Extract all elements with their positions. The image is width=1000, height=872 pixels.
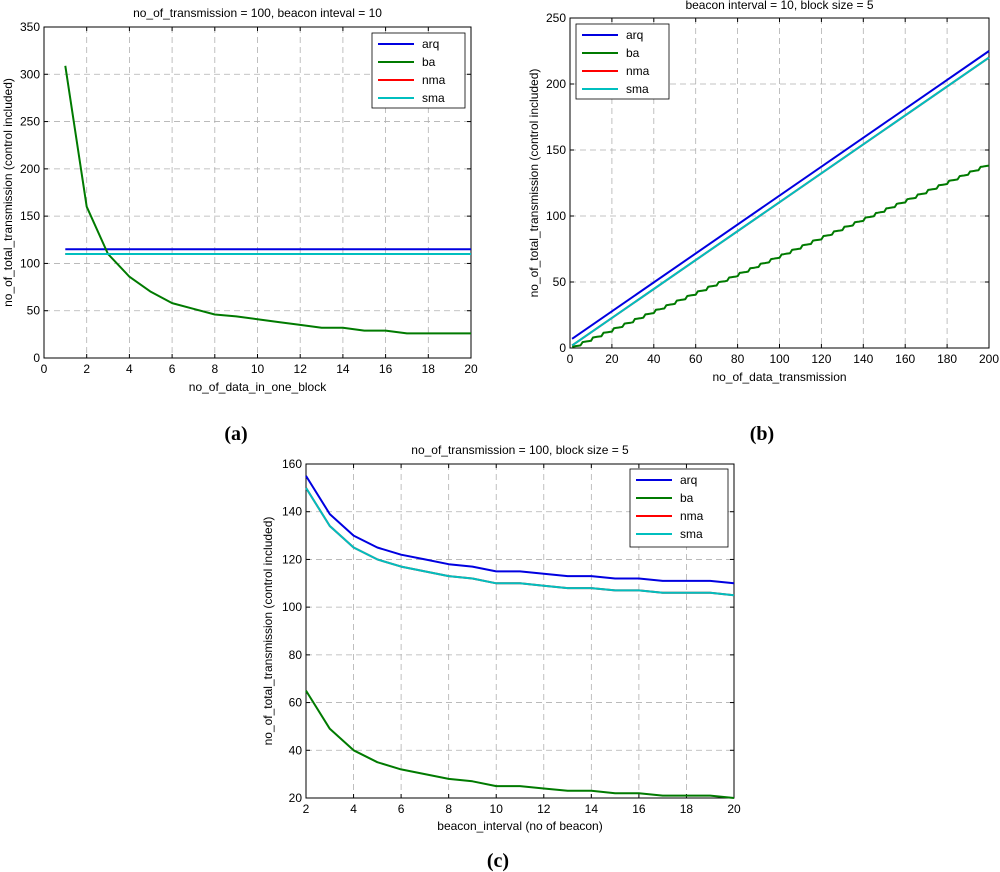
y-axis-label: no_of_total_transmission (control includ… <box>261 517 275 746</box>
y-axis-label: no_of_total_transmission (control includ… <box>1 78 15 307</box>
x-tick-label: 120 <box>811 352 831 366</box>
y-tick-label: 300 <box>20 67 40 81</box>
y-tick-label: 140 <box>282 505 302 519</box>
chart-0: 0 2 4 6 8 10 12 14 16 18 20050100150200250300350no… <box>1 6 478 394</box>
x-tick-label: 20 <box>727 802 741 816</box>
y-tick-label: 120 <box>282 552 302 566</box>
y-tick-label: 250 <box>546 11 566 25</box>
legend-label-arq: arq <box>626 28 643 42</box>
chart-2: 2 4 6 8 10 12 14 16 18 20 20 40 60 80 100 120 140 160 no_o… <box>261 443 741 833</box>
series-line-arq <box>305 475 735 585</box>
y-tick-label: 40 <box>289 743 303 757</box>
legend-label-nma: nma <box>680 509 704 523</box>
x-tick-label: 60 <box>689 352 703 366</box>
y-tick-label: 60 <box>289 696 303 710</box>
x-tick-label: 2 <box>83 362 90 376</box>
x-tick-label: 20 <box>464 362 478 376</box>
y-tick-label: 50 <box>27 304 41 318</box>
legend-label-ba: ba <box>626 46 640 60</box>
x-tick-label: 16 <box>379 362 393 376</box>
x-tick-label: 180 <box>937 352 957 366</box>
chart-title: no_of_transmission = 100, block size = 5 <box>411 443 629 457</box>
x-tick-label: 18 <box>680 802 694 816</box>
x-tick-label: 8 <box>211 362 218 376</box>
chart-title: beacon interval = 10, block size = 5 <box>685 0 873 12</box>
x-axis-label: no_of_data_in_one_block <box>189 380 327 394</box>
series-line-ba <box>571 164 990 348</box>
legend <box>575 23 670 100</box>
chart-title: no_of_transmission = 100, beacon inteval… <box>133 6 382 20</box>
y-tick-label: 200 <box>546 77 566 91</box>
x-tick-label: 140 <box>853 352 873 366</box>
y-tick-label: 50 <box>553 275 567 289</box>
x-tick-label: 12 <box>294 362 308 376</box>
x-axis-label: no_of_data_transmission <box>712 370 846 384</box>
x-tick-label: 8 <box>445 802 452 816</box>
x-tick-label: 18 <box>422 362 436 376</box>
legend-label-arq: arq <box>422 37 439 51</box>
x-tick-label: 160 <box>895 352 915 366</box>
legend-label-ba: ba <box>422 55 436 69</box>
y-tick-label: 0 <box>33 351 40 365</box>
series-line-sma <box>571 56 990 347</box>
legend <box>371 32 466 109</box>
legend-label-nma: nma <box>422 73 446 87</box>
panel-label-b: (b) <box>750 423 774 445</box>
y-tick-label: 100 <box>282 600 302 614</box>
panel-label-a: (a) <box>224 423 247 445</box>
y-tick-label: 150 <box>20 209 40 223</box>
x-tick-label: 200 <box>979 352 999 366</box>
x-tick-label: 80 <box>731 352 745 366</box>
panel-label-c: (c) <box>487 850 509 872</box>
y-axis-label: no_of_total_transmission (control includ… <box>527 69 541 298</box>
x-tick-label: 2 <box>303 802 310 816</box>
series-line-ba <box>305 690 735 799</box>
x-tick-label: 14 <box>585 802 599 816</box>
legend-label-ba: ba <box>680 491 694 505</box>
legend-label-nma: nma <box>626 64 650 78</box>
x-tick-label: 6 <box>398 802 405 816</box>
y-tick-label: 150 <box>546 143 566 157</box>
x-tick-label: 20 <box>605 352 619 366</box>
x-tick-label: 0 <box>567 352 574 366</box>
x-tick-label: 40 <box>647 352 661 366</box>
y-tick-label: 80 <box>289 648 303 662</box>
x-tick-label: 4 <box>126 362 133 376</box>
y-tick-label: 160 <box>282 457 302 471</box>
x-tick-label: 12 <box>537 802 551 816</box>
x-tick-label: 6 <box>169 362 176 376</box>
y-tick-label: 20 <box>289 791 303 805</box>
y-tick-label: 200 <box>20 162 40 176</box>
y-tick-label: 100 <box>20 256 40 270</box>
y-tick-label: 100 <box>546 209 566 223</box>
legend-label-sma: sma <box>626 82 649 96</box>
x-tick-label: 4 <box>350 802 357 816</box>
legend-label-arq: arq <box>680 473 697 487</box>
x-axis-label: beacon_interval (no of beacon) <box>437 819 602 833</box>
x-tick-label: 10 <box>490 802 504 816</box>
x-tick-label: 14 <box>336 362 350 376</box>
y-tick-label: 350 <box>20 20 40 34</box>
series-line-sma <box>305 487 735 597</box>
series-line-ba <box>64 65 471 335</box>
series-line-arq <box>571 50 990 340</box>
y-tick-label: 250 <box>20 115 40 129</box>
legend-label-sma: sma <box>422 91 445 105</box>
x-tick-label: 10 <box>251 362 265 376</box>
x-tick-label: 0 <box>41 362 48 376</box>
y-tick-label: 0 <box>559 341 566 355</box>
x-tick-label: 16 <box>632 802 646 816</box>
legend-label-sma: sma <box>680 527 703 541</box>
x-tick-label: 100 <box>769 352 789 366</box>
chart-1: 0 20 40 60 80 100 120 140 160 180 200 0 50 100 150 200 2… <box>527 0 999 384</box>
